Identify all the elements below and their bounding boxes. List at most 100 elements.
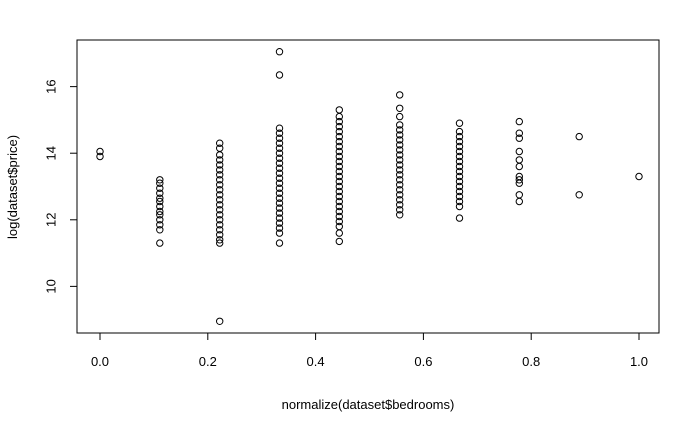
data-point (335, 229, 343, 237)
data-point (396, 191, 404, 199)
data-point (216, 317, 224, 325)
data-point (216, 186, 224, 194)
data-point (396, 146, 404, 154)
data-point (275, 124, 284, 132)
data-point (156, 211, 164, 219)
data-point (455, 197, 464, 206)
data-point (455, 202, 464, 211)
data-point (335, 207, 343, 216)
x-tick-label: 0.6 (414, 354, 432, 369)
data-point (396, 121, 404, 129)
data-point (275, 214, 284, 222)
data-point (335, 177, 343, 186)
data-point (216, 161, 224, 169)
data-point (396, 141, 404, 149)
data-point (275, 229, 284, 237)
data-point (216, 156, 224, 164)
plot-box (76, 39, 660, 334)
data-point (335, 162, 343, 171)
data-point (515, 176, 523, 184)
data-point (396, 104, 404, 113)
data-point (335, 167, 343, 176)
data-point (335, 152, 343, 161)
x-axis: 0.0 0.2 0.4 0.6 0.8 1.0 (91, 332, 648, 369)
data-point (396, 91, 404, 99)
data-point (335, 202, 343, 211)
data-point (335, 192, 343, 201)
data-point (275, 139, 284, 147)
data-point (396, 126, 404, 134)
data-point (575, 191, 583, 199)
data-point (275, 174, 284, 182)
data-point (455, 182, 464, 191)
data-point (455, 127, 464, 136)
data-point (275, 239, 284, 247)
data-point (156, 194, 164, 202)
data-point (396, 136, 404, 144)
data-point (156, 221, 164, 229)
data-point (515, 134, 523, 142)
data-point (156, 207, 164, 216)
points-layer (96, 48, 643, 325)
data-point (156, 176, 164, 184)
data-point (515, 117, 523, 126)
data-point (275, 154, 284, 162)
data-point (335, 182, 343, 191)
data-point (335, 197, 343, 206)
data-point (396, 171, 404, 179)
data-point (156, 216, 164, 224)
data-point (156, 226, 164, 234)
data-point (335, 147, 343, 156)
data-point (216, 201, 224, 209)
data-point (156, 184, 164, 192)
data-point (156, 197, 164, 206)
data-point (455, 172, 464, 181)
data-point (455, 142, 464, 151)
data-point (335, 142, 343, 151)
data-point (515, 179, 523, 187)
data-point (455, 162, 464, 171)
data-point (396, 166, 404, 174)
x-tick-label: 0.8 (522, 354, 540, 369)
data-point (275, 209, 284, 217)
data-point (515, 162, 523, 171)
data-point (216, 206, 224, 214)
data-point (396, 156, 404, 164)
data-point (455, 119, 464, 127)
data-point (455, 167, 464, 176)
data-point (216, 231, 224, 239)
data-point (216, 166, 224, 174)
data-point (515, 156, 523, 164)
data-point (216, 236, 224, 244)
data-point (335, 157, 343, 166)
data-point (216, 139, 224, 147)
data-point (335, 122, 343, 131)
data-point (335, 132, 343, 141)
data-point (275, 219, 284, 227)
y-tick-label: 14 (44, 146, 59, 160)
data-point (515, 129, 523, 137)
data-point (216, 151, 224, 159)
data-point (515, 197, 523, 206)
data-point (396, 131, 404, 139)
data-point (275, 164, 284, 172)
data-point (335, 112, 343, 121)
data-point (275, 169, 284, 177)
data-point (396, 151, 404, 159)
data-point (455, 177, 464, 186)
data-point (335, 106, 343, 114)
data-point (335, 172, 343, 181)
data-point (396, 196, 404, 204)
data-point (96, 147, 104, 156)
data-point (156, 202, 164, 211)
data-point (455, 152, 464, 161)
x-tick-label: 0.0 (91, 354, 109, 369)
data-point (216, 211, 224, 219)
data-point (216, 226, 224, 234)
x-axis-label: normalize(dataset$bedrooms) (282, 397, 455, 412)
data-point (216, 221, 224, 229)
y-tick-label: 12 (44, 213, 59, 227)
data-point (216, 176, 224, 184)
data-point (275, 184, 284, 192)
